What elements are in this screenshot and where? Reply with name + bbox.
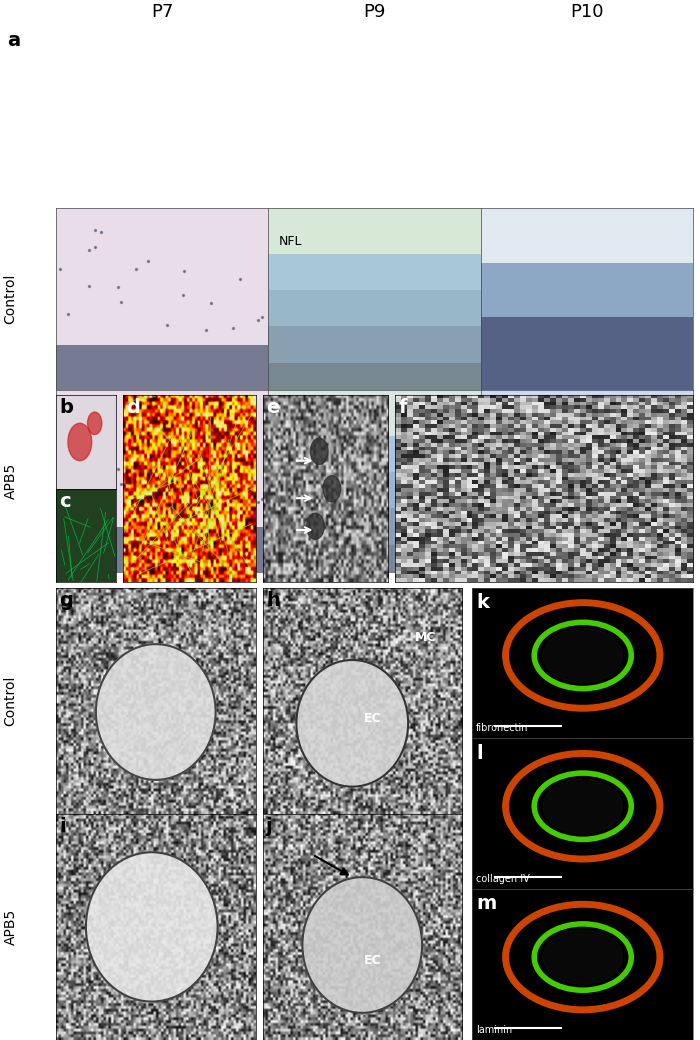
Bar (268, 208, 481, 254)
Text: NFL: NFL (279, 235, 302, 249)
Bar (481, 445, 693, 499)
Text: e: e (266, 398, 279, 417)
Circle shape (323, 475, 341, 502)
Text: f: f (399, 398, 407, 417)
Text: i: i (60, 817, 66, 836)
Circle shape (543, 930, 622, 984)
Text: laminin: laminin (476, 1024, 512, 1035)
Circle shape (310, 438, 328, 465)
Text: d: d (126, 398, 140, 417)
Circle shape (68, 423, 92, 461)
Text: EC: EC (363, 712, 381, 725)
Bar (481, 262, 693, 317)
Text: P7: P7 (151, 3, 174, 21)
Text: MC: MC (415, 631, 437, 644)
Text: collagen IV: collagen IV (476, 874, 530, 884)
Text: m: m (476, 894, 496, 913)
Text: l: l (476, 744, 482, 762)
Text: c: c (60, 492, 71, 511)
Circle shape (543, 628, 622, 682)
Circle shape (88, 412, 102, 435)
Bar (268, 363, 481, 390)
Text: b: b (60, 398, 74, 417)
Text: fibronectin: fibronectin (476, 723, 528, 733)
Text: k: k (476, 593, 489, 612)
Circle shape (302, 877, 422, 1013)
Text: g: g (60, 591, 74, 609)
Circle shape (296, 660, 408, 786)
Text: P10: P10 (570, 3, 603, 21)
Text: h: h (266, 591, 280, 609)
Circle shape (307, 513, 324, 540)
Bar (268, 254, 481, 290)
Text: P9: P9 (363, 3, 386, 21)
Bar (268, 390, 481, 436)
Text: APB5: APB5 (4, 463, 18, 499)
Text: a: a (7, 31, 20, 50)
Circle shape (543, 779, 622, 833)
Text: Control: Control (4, 676, 18, 726)
Text: APB5: APB5 (4, 909, 18, 945)
Circle shape (86, 852, 218, 1002)
Text: EC: EC (363, 955, 381, 967)
Bar (268, 545, 481, 572)
Bar (481, 499, 693, 572)
Bar (268, 436, 481, 472)
Bar (268, 472, 481, 509)
Bar (268, 290, 481, 327)
Text: Control: Control (4, 274, 18, 324)
Bar (268, 509, 481, 545)
Circle shape (96, 644, 216, 780)
Bar (481, 317, 693, 390)
Text: j: j (266, 817, 272, 836)
Bar (268, 327, 481, 363)
